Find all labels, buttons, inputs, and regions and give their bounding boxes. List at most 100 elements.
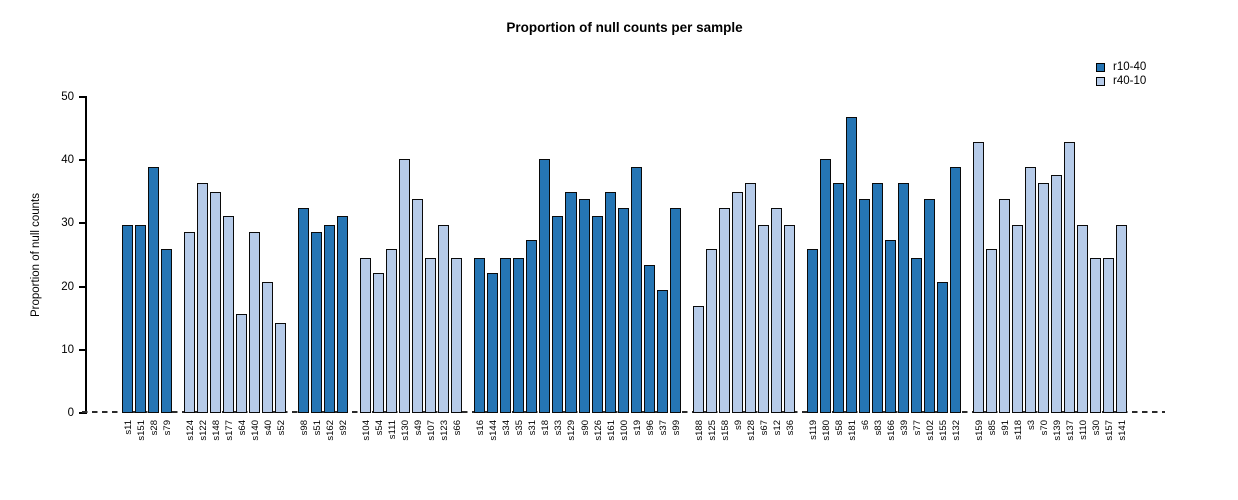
x-tick-label: s122 [197, 420, 209, 441]
bar-s122 [197, 182, 209, 413]
bar-s83 [871, 182, 883, 413]
x-tick-label: s49 [412, 420, 424, 436]
bar-s137 [1064, 141, 1076, 413]
bar-s11 [122, 224, 134, 413]
x-tick-label: s139 [1051, 420, 1063, 441]
x-tick-label: s159 [973, 420, 985, 441]
bar-s130 [399, 158, 411, 413]
x-tick-label: s124 [184, 420, 196, 441]
x-tick-label: s58 [833, 420, 845, 436]
x-tick-label: s125 [706, 420, 718, 441]
bar-s159 [972, 141, 984, 413]
x-tick-label: s92 [337, 420, 349, 436]
x-tick-label: s119 [807, 420, 819, 440]
x-tick-label: s34 [500, 420, 512, 436]
x-tick-label: s16 [474, 420, 486, 436]
bar-s132 [949, 166, 961, 413]
bar-s16 [474, 258, 486, 413]
bar-s181 [845, 117, 857, 413]
x-tick-label: s177 [223, 420, 235, 441]
bar-s139 [1051, 175, 1063, 413]
x-axis-labels: s11 s151 s28 s79 s124 s122 s148 s177 s64 s140 s40 s… [122, 413, 1182, 500]
y-axis-ticks: 0 10 20 30 40 50 [0, 91, 87, 419]
x-tick-label: s104 [360, 420, 372, 441]
bar-s19 [630, 166, 642, 413]
bar-s9 [731, 191, 743, 413]
x-tick-label: s102 [924, 420, 936, 441]
bar-s102 [923, 199, 935, 413]
bar-s124 [184, 232, 196, 413]
bar-s90 [578, 199, 590, 413]
legend: r10-40 r40-10 [1096, 60, 1146, 88]
x-tick-label: s132 [950, 420, 962, 441]
bar-s39 [897, 182, 909, 413]
x-tick-label: s130 [399, 420, 411, 441]
x-tick-label: s181 [846, 420, 858, 441]
bar-s123 [438, 224, 450, 413]
x-tick-label: s157 [1103, 420, 1115, 441]
y-tick-mark [79, 285, 86, 288]
y-tick-label: 40 [61, 154, 74, 167]
x-tick-label: s11 [122, 420, 134, 435]
bar-s110 [1077, 224, 1089, 413]
bar-s128 [744, 182, 756, 413]
bar-s157 [1103, 258, 1115, 413]
y-tick-mark [79, 348, 86, 351]
bar-s126 [591, 215, 603, 413]
bar-s49 [412, 199, 424, 413]
x-tick-label: s12 [771, 420, 783, 436]
bar-s161 [604, 191, 616, 413]
bar-s36 [783, 224, 795, 413]
bar-s141 [1116, 224, 1128, 413]
x-tick-label: s67 [758, 420, 770, 436]
x-tick-label: s155 [937, 420, 949, 441]
y-axis-line [85, 96, 87, 414]
legend-swatch-light-icon [1096, 76, 1105, 86]
chart-title: Proportion of null counts per sample [506, 20, 743, 35]
x-tick-label: s83 [872, 420, 884, 436]
y-tick-label: 0 [67, 407, 74, 419]
bar-s3 [1025, 166, 1037, 413]
bar-s6 [858, 199, 870, 413]
x-tick-label: s100 [618, 420, 630, 441]
legend-item-r40-10: r40-10 [1096, 74, 1146, 88]
bar-s140 [249, 232, 261, 413]
bars-area [122, 97, 1128, 413]
bar-s166 [884, 240, 896, 413]
y-tick-label: 30 [61, 217, 74, 230]
x-tick-label: s90 [579, 420, 591, 436]
bar-s77 [910, 258, 922, 413]
x-tick-label: s28 [148, 420, 160, 436]
bar-s92 [337, 215, 349, 413]
x-tick-label: s137 [1064, 420, 1076, 441]
bar-s51 [311, 232, 323, 413]
bar-s30 [1090, 258, 1102, 413]
x-tick-label: s37 [657, 420, 669, 436]
legend-label-r10-40: r10-40 [1113, 61, 1147, 73]
x-tick-label: s35 [513, 420, 525, 436]
x-tick-label: s79 [161, 420, 173, 436]
bar-s31 [526, 240, 538, 413]
bar-s125 [705, 248, 717, 413]
x-tick-label: s180 [820, 420, 832, 441]
bar-s100 [617, 207, 629, 413]
x-tick-label: s51 [311, 420, 323, 436]
bar-s158 [718, 207, 730, 413]
legend-label-r40-10: r40-10 [1113, 75, 1147, 87]
bar-s37 [656, 289, 668, 413]
x-tick-label: s31 [526, 420, 538, 436]
y-tick-label: 20 [61, 280, 74, 293]
x-tick-label: s19 [631, 420, 643, 436]
x-tick-label: s40 [262, 420, 274, 436]
x-tick-label: s141 [1116, 420, 1128, 441]
x-tick-label: s144 [487, 420, 499, 441]
bar-s67 [757, 224, 769, 413]
x-tick-label: s70 [1038, 420, 1050, 436]
y-tick-mark [79, 96, 86, 98]
y-tick-label: 50 [61, 91, 74, 103]
bar-s91 [998, 199, 1010, 413]
x-tick-label: s140 [249, 420, 261, 441]
x-tick-label: s99 [670, 420, 682, 436]
bar-s119 [806, 248, 818, 413]
bar-s151 [135, 224, 147, 413]
